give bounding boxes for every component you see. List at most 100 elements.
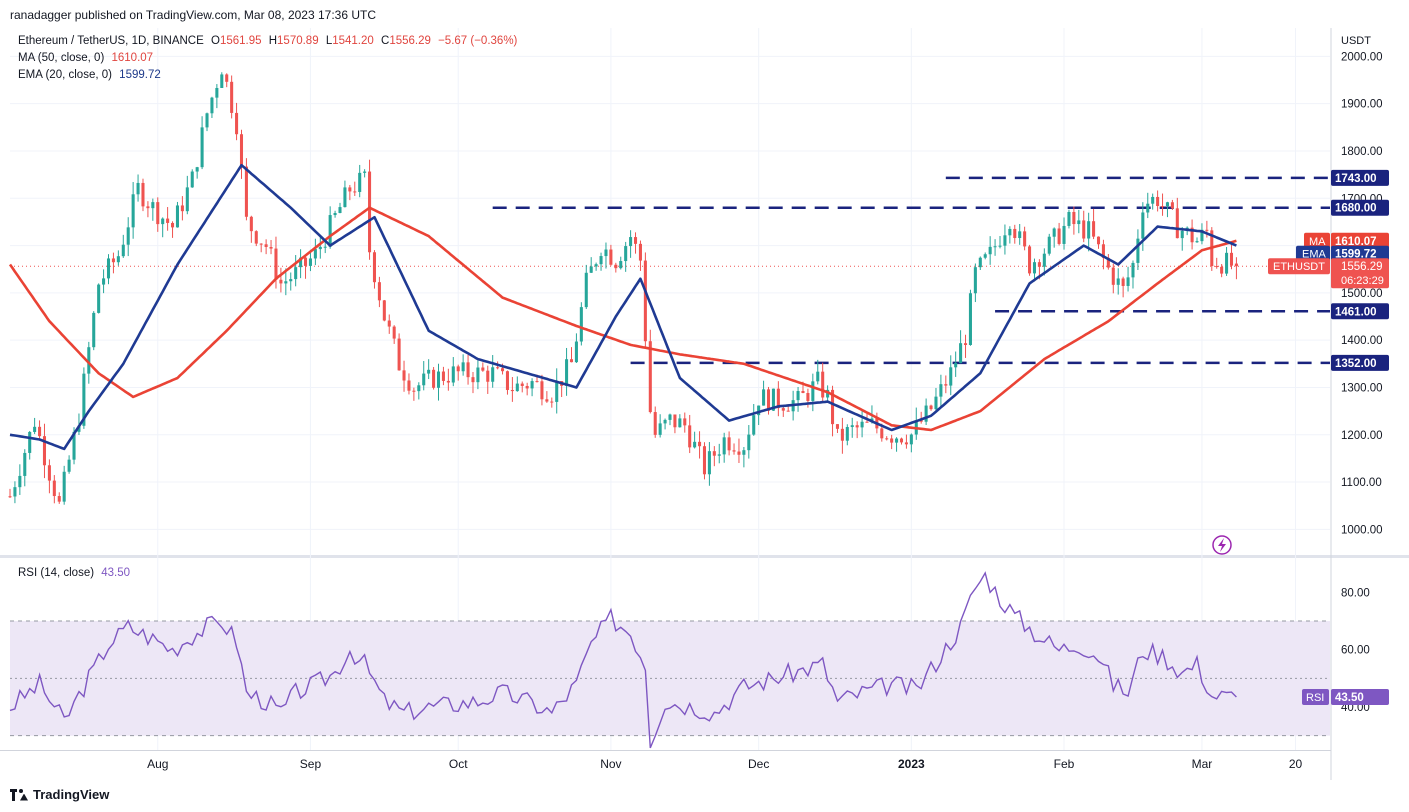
price-tick-label: 1400.00	[1341, 335, 1383, 347]
candle-body	[77, 425, 81, 432]
candle-body	[377, 282, 381, 301]
ema-tag-name-bg	[1296, 245, 1330, 262]
candle	[200, 116, 204, 170]
candle-body	[643, 260, 647, 342]
candle	[358, 164, 362, 198]
candle-body	[82, 373, 86, 426]
candle-body	[988, 246, 992, 255]
candle	[491, 355, 495, 388]
candle-body	[38, 426, 42, 437]
price-axis[interactable]: USDT 1000.00 1100.00 1200.00 1300.00 1400.00 1…	[1341, 35, 1383, 714]
candle	[111, 252, 115, 274]
candle-body	[1067, 211, 1071, 226]
candle	[412, 387, 416, 401]
candle-body	[205, 113, 209, 128]
candle-body	[441, 371, 445, 381]
candle-body	[722, 437, 726, 455]
rsi-band	[10, 620, 1330, 737]
candle	[264, 239, 268, 255]
candles[interactable]	[8, 72, 1238, 505]
candle	[1018, 224, 1022, 245]
candle	[658, 414, 662, 438]
candle-body	[771, 388, 775, 411]
candle-body	[668, 414, 672, 420]
candle-body	[840, 428, 844, 441]
candle-body	[1087, 221, 1091, 239]
candle-body	[850, 425, 854, 428]
time-axis[interactable]: Aug Sep Oct Nov Dec 2023 Feb Mar 20	[147, 757, 1302, 771]
candle	[885, 436, 889, 441]
candle-body	[520, 383, 524, 386]
candle	[545, 391, 549, 403]
candle-body	[762, 389, 766, 406]
candle	[1067, 209, 1071, 229]
candle-body	[816, 371, 820, 382]
candle	[47, 459, 51, 494]
candle	[1087, 212, 1091, 252]
candle-body	[688, 425, 692, 448]
pane-separator	[0, 555, 1409, 558]
candle-body	[1008, 228, 1012, 236]
candle-body	[1032, 262, 1037, 274]
price-tag-bg	[1331, 258, 1389, 289]
candle-body	[299, 257, 303, 268]
candle-body	[998, 245, 1002, 247]
candle-body	[481, 367, 485, 371]
candle	[919, 411, 923, 424]
candle	[402, 360, 406, 392]
symbol-tag: ETHUSDT	[1273, 261, 1325, 273]
candle-body	[436, 371, 441, 388]
candle	[249, 215, 253, 243]
candle-body	[826, 389, 830, 398]
candle	[934, 387, 938, 412]
candle-body	[707, 451, 711, 475]
candle	[722, 432, 726, 463]
price-tag-value: 1556.29	[1341, 261, 1383, 273]
candle-body	[732, 450, 736, 452]
candle	[18, 464, 22, 495]
candle-body	[855, 425, 859, 428]
flash-icon[interactable]	[1212, 535, 1232, 555]
candle	[579, 302, 583, 346]
candle	[624, 241, 628, 272]
candle	[1077, 209, 1081, 234]
candle-body	[210, 97, 214, 114]
candle-body	[555, 381, 559, 402]
candle-body	[717, 454, 721, 456]
candle	[909, 433, 913, 453]
candle-body	[584, 272, 588, 308]
candle	[210, 96, 214, 118]
close-value: 1556.29	[389, 35, 431, 47]
candle-body	[786, 410, 790, 412]
candle	[1225, 246, 1229, 276]
candle-body	[540, 381, 544, 400]
candle-body	[609, 249, 613, 265]
candle-body	[363, 171, 367, 173]
close-label: C	[381, 35, 390, 47]
candle	[890, 434, 894, 450]
candle	[1141, 202, 1145, 251]
candle	[239, 129, 244, 179]
candle-body	[392, 326, 396, 339]
candle-body	[185, 187, 189, 212]
price-axis-unit: USDT	[1341, 35, 1371, 47]
candle-body	[284, 281, 288, 284]
candle	[983, 252, 987, 260]
candle	[392, 325, 396, 344]
candle	[633, 232, 638, 254]
candle-body	[702, 446, 707, 475]
candle	[954, 351, 958, 377]
candle	[904, 434, 908, 449]
price-tick-label: 1900.00	[1341, 99, 1383, 111]
time-tick-label: 2023	[898, 757, 925, 771]
tradingview-logo[interactable]: TradingView	[10, 787, 109, 802]
time-tick-label: 20	[1289, 757, 1303, 771]
candle-body	[1136, 238, 1140, 263]
rsi-legend-value: 43.50	[101, 567, 131, 579]
candle	[348, 184, 352, 201]
candle	[171, 221, 175, 238]
candle-body	[594, 264, 598, 267]
chart-canvas[interactable]: USDT1000.001100.001200.001300.001400.001…	[0, 28, 1409, 780]
candle-body	[244, 166, 248, 217]
candle-body	[993, 246, 997, 248]
